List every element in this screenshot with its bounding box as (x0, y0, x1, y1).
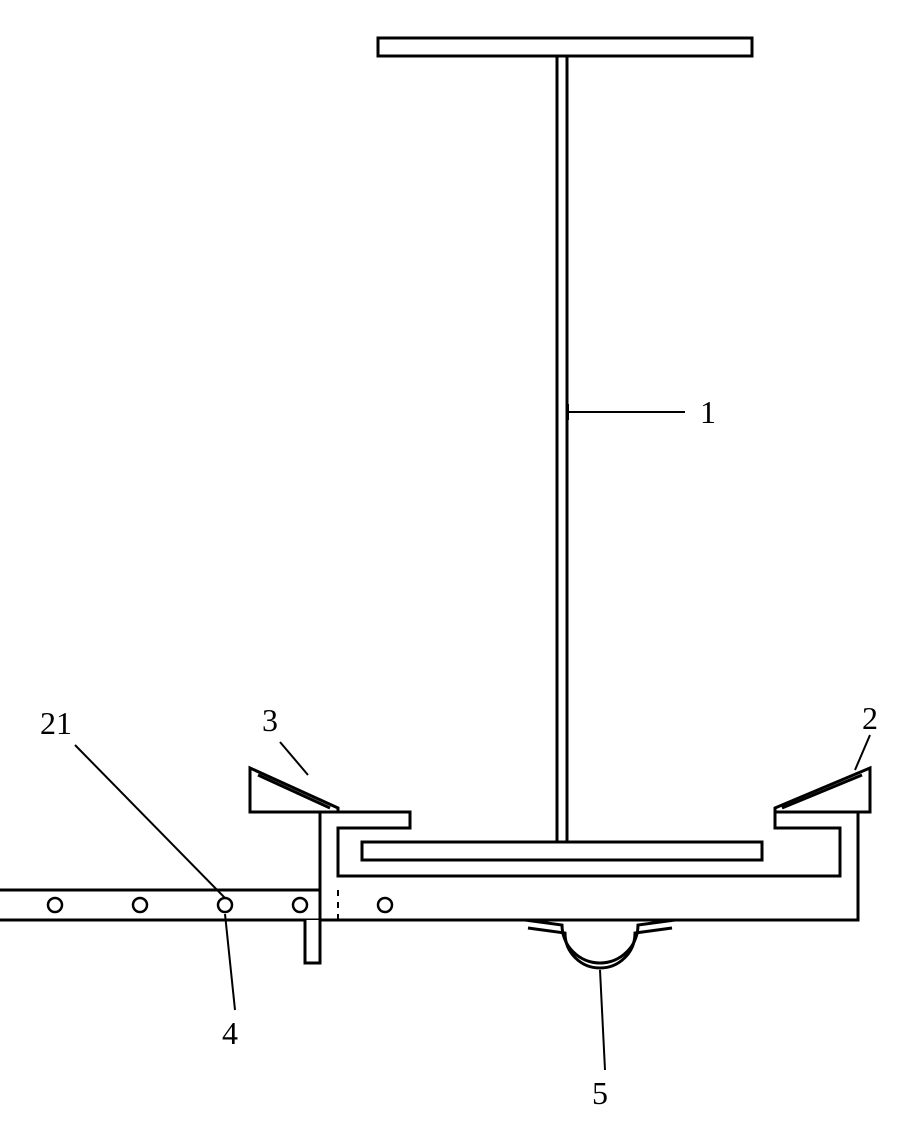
label-4: 4 (222, 1015, 238, 1052)
left-bracket (305, 920, 320, 963)
i-beam-top-flange (378, 38, 752, 56)
channel-profile (320, 812, 858, 920)
label-1: 1 (700, 394, 716, 431)
i-beam-bottom-flange (362, 842, 762, 860)
label-21: 21 (40, 705, 72, 742)
bottom-clip (525, 920, 675, 968)
label-2: 2 (862, 700, 878, 737)
label-5: 5 (592, 1075, 608, 1112)
label-3: 3 (262, 702, 278, 739)
i-beam-web (557, 56, 567, 842)
wedge-left (250, 768, 338, 812)
leader-lines (75, 404, 870, 1070)
technical-diagram (0, 0, 914, 1143)
wedge-right (775, 768, 870, 812)
